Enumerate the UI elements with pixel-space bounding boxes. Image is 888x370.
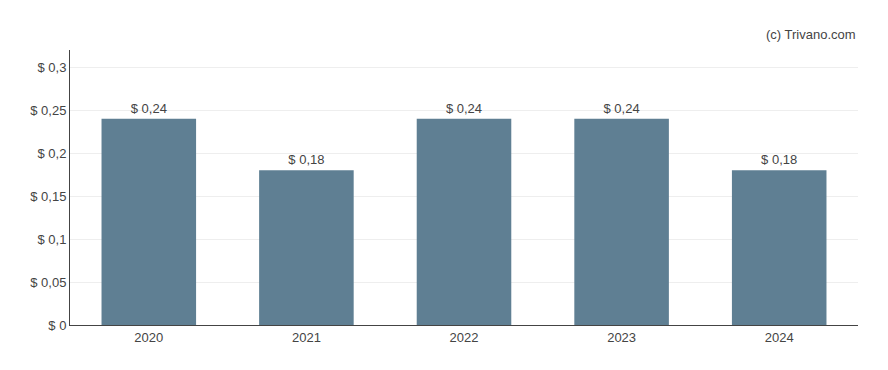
svg-text:$ 0,18: $ 0,18 [288,152,324,167]
svg-text:$ 0,3: $ 0,3 [37,60,66,75]
svg-text:2022: 2022 [450,330,479,345]
svg-text:$ 0,1: $ 0,1 [37,232,66,247]
svg-text:2021: 2021 [292,330,321,345]
svg-text:2020: 2020 [134,330,163,345]
svg-text:$ 0,25: $ 0,25 [30,103,66,118]
svg-text:$ 0,2: $ 0,2 [37,146,66,161]
svg-text:(c) Trivano.com: (c) Trivano.com [766,27,856,42]
svg-text:$ 0,05: $ 0,05 [30,275,66,290]
svg-text:$ 0,24: $ 0,24 [446,101,482,116]
svg-text:$ 0,15: $ 0,15 [30,189,66,204]
svg-text:$ 0,24: $ 0,24 [131,101,167,116]
svg-text:$ 0,24: $ 0,24 [604,101,640,116]
svg-text:2024: 2024 [765,330,794,345]
svg-text:2023: 2023 [607,330,636,345]
svg-text:$ 0,18: $ 0,18 [761,152,797,167]
svg-text:$ 0: $ 0 [48,318,66,333]
